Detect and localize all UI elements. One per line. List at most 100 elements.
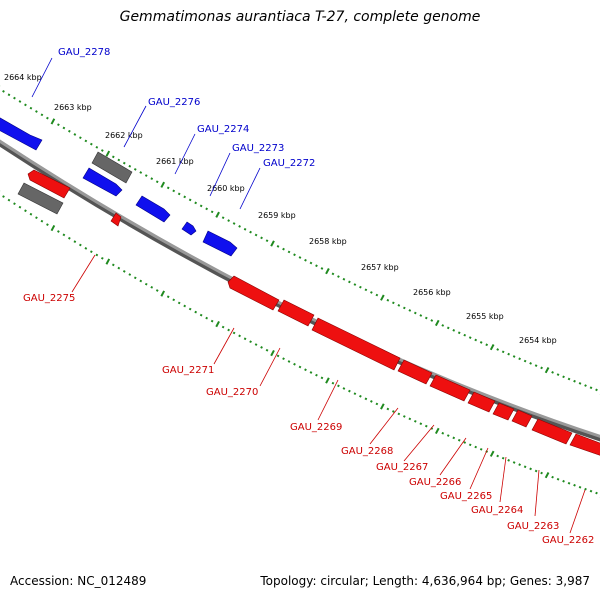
gene-gau-2262[interactable] bbox=[569, 433, 600, 457]
scale-tick bbox=[265, 348, 269, 352]
scale-tick bbox=[24, 103, 27, 107]
scale-tick bbox=[194, 310, 198, 314]
gene-label[interactable]: GAU_2272 bbox=[263, 158, 315, 169]
gene-gau-2266[interactable] bbox=[467, 391, 496, 413]
gene-gau-2263[interactable] bbox=[531, 418, 573, 445]
accession-text: Accession: NC_012489 bbox=[10, 574, 147, 588]
scale-tick bbox=[210, 319, 214, 323]
gene-label[interactable]: GAU_2278 bbox=[58, 47, 110, 58]
scale-tick bbox=[359, 285, 362, 289]
scale-tick bbox=[446, 326, 450, 330]
scale-tick bbox=[238, 225, 241, 228]
topology-text: Topology: circular; Length: 4,636,964 bp… bbox=[260, 574, 590, 588]
backbone bbox=[0, 139, 600, 438]
gene-label[interactable]: GAU_2276 bbox=[148, 97, 200, 108]
scale-tick bbox=[254, 233, 258, 237]
scale-tick bbox=[249, 230, 252, 234]
scale-tick bbox=[122, 270, 126, 273]
scale-tick bbox=[62, 233, 66, 237]
scale-label: 2656 kbp bbox=[413, 288, 451, 297]
gene-label[interactable]: GAU_2265 bbox=[440, 491, 492, 502]
gene-label[interactable]: GAU_2264 bbox=[471, 505, 523, 516]
gene-label[interactable]: GAU_2269 bbox=[290, 422, 342, 433]
scale-tick bbox=[2, 90, 5, 93]
scale-tick bbox=[227, 219, 230, 222]
scale-tick bbox=[589, 386, 593, 390]
scale-tick bbox=[507, 352, 511, 356]
scale-tick bbox=[309, 261, 313, 265]
gene-label[interactable]: GAU_2262 bbox=[542, 535, 594, 546]
scale-tick bbox=[402, 306, 406, 310]
scale-tick bbox=[172, 189, 176, 193]
scale-tick bbox=[18, 205, 22, 209]
scale-tick bbox=[331, 272, 335, 276]
scale-tick bbox=[523, 465, 527, 469]
gene-gau-2272[interactable] bbox=[202, 230, 238, 257]
scale-tick bbox=[380, 403, 385, 410]
scale-tick bbox=[160, 290, 166, 297]
scale-tick bbox=[584, 384, 587, 387]
scale-tick bbox=[320, 267, 324, 270]
scale-tick bbox=[215, 320, 220, 328]
scale-tick bbox=[304, 368, 307, 372]
scale-tick bbox=[457, 331, 461, 335]
gene-gau-2265[interactable] bbox=[492, 402, 515, 421]
backbone-shadow bbox=[0, 139, 600, 442]
scale-tick bbox=[518, 463, 521, 467]
gene-gau-2275[interactable] bbox=[27, 169, 71, 199]
scale-tick bbox=[29, 212, 33, 216]
scale-tick bbox=[177, 192, 181, 196]
gene-label[interactable]: GAU_2270 bbox=[206, 387, 258, 398]
gene-label[interactable]: GAU_2271 bbox=[162, 365, 214, 376]
scale-tick bbox=[62, 126, 66, 130]
scale-tick bbox=[370, 400, 373, 403]
scale-tick bbox=[57, 230, 60, 233]
scale-tick bbox=[133, 168, 137, 171]
gene-gau-2264[interactable] bbox=[511, 409, 533, 428]
gene-gau-2267[interactable] bbox=[429, 374, 471, 402]
gene-gau-2275-other[interactable] bbox=[17, 182, 64, 215]
scale-tick bbox=[243, 227, 247, 231]
scale-tick bbox=[89, 142, 93, 146]
scale-tick bbox=[232, 222, 236, 225]
gene-gau-2274[interactable] bbox=[135, 195, 171, 223]
scale-tick bbox=[468, 443, 472, 447]
gene-label[interactable]: GAU_2274 bbox=[197, 124, 249, 135]
scale-tick bbox=[7, 93, 11, 97]
scale-tick bbox=[46, 116, 49, 120]
scale-tick bbox=[172, 298, 176, 302]
scale-tick bbox=[446, 434, 450, 437]
scale-tick bbox=[221, 216, 225, 220]
scale-tick bbox=[84, 139, 88, 143]
gene-gau-2270[interactable] bbox=[277, 299, 315, 327]
gene-gau-2278[interactable] bbox=[0, 115, 43, 151]
gene-gau-2276[interactable] bbox=[82, 167, 123, 197]
scale-label: 2654 kbp bbox=[519, 336, 557, 345]
scale-label: 2661 kbp bbox=[156, 157, 194, 166]
gene-label[interactable]: GAU_2263 bbox=[507, 521, 559, 532]
gene-gau-2269[interactable] bbox=[311, 317, 401, 371]
scale-tick bbox=[270, 240, 275, 247]
gene-label[interactable]: GAU_2273 bbox=[232, 143, 284, 154]
gene-label[interactable]: GAU_2268 bbox=[341, 446, 393, 457]
scale-tick bbox=[287, 250, 291, 254]
scale-tick bbox=[205, 207, 209, 211]
gene-small-red[interactable] bbox=[110, 212, 122, 227]
gene-label[interactable]: GAU_2267 bbox=[376, 462, 428, 473]
gene-label[interactable]: GAU_2266 bbox=[409, 477, 461, 488]
forward-genes bbox=[0, 115, 238, 257]
scale-tick bbox=[325, 377, 330, 384]
gene-gau-2273[interactable] bbox=[181, 221, 197, 236]
gene-gau-2271[interactable] bbox=[227, 275, 280, 311]
scale-tick bbox=[534, 364, 538, 367]
gene-gau-2276-other[interactable] bbox=[91, 151, 133, 184]
scale-tick bbox=[489, 450, 495, 457]
scale-tick bbox=[380, 294, 385, 301]
gene-gau-2268[interactable] bbox=[397, 359, 433, 385]
scale-tick bbox=[408, 309, 412, 312]
scale-tick bbox=[501, 350, 505, 354]
scale-tick bbox=[155, 289, 159, 292]
scale-tick bbox=[353, 392, 357, 396]
scale-tick bbox=[40, 113, 44, 117]
gene-label[interactable]: GAU_2275 bbox=[23, 293, 75, 304]
